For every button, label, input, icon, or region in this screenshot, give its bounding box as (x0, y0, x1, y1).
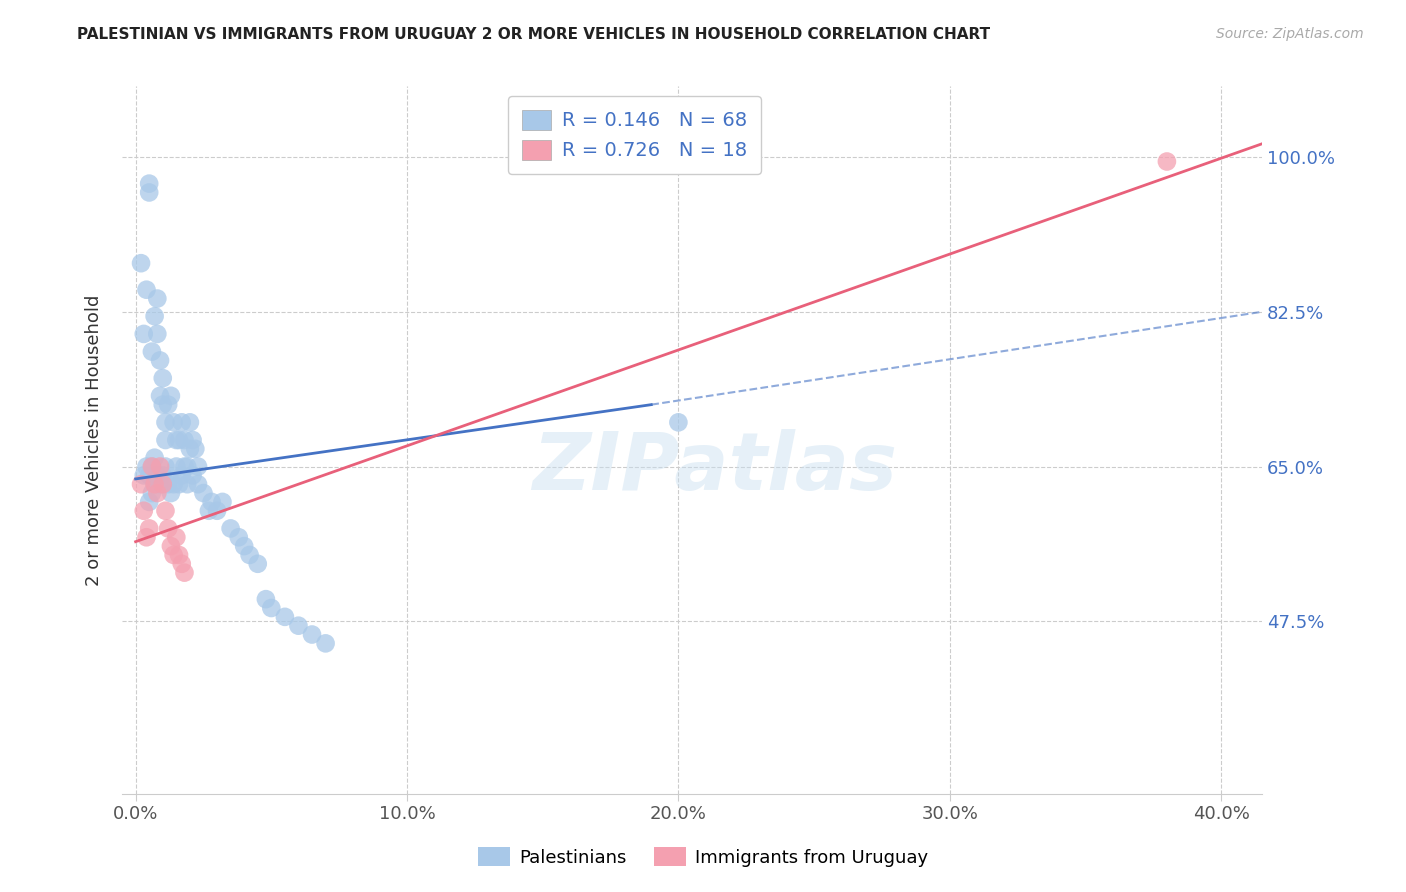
Point (162, 548, 184, 562)
Point (170, 468, 193, 483)
Point (141, 459, 163, 474)
Point (135, 283, 157, 297)
Point (132, 504, 155, 518)
Point (129, 477, 152, 491)
Point (211, 495, 233, 509)
Point (162, 477, 184, 491)
Point (157, 477, 180, 491)
Point (141, 459, 163, 474)
Point (160, 389, 183, 403)
Point (143, 310, 166, 324)
Point (138, 177, 160, 191)
Point (155, 459, 177, 474)
Point (152, 477, 174, 491)
Point (179, 415, 201, 429)
Y-axis label: 2 or more Vehicles in Household: 2 or more Vehicles in Household (86, 294, 103, 586)
Legend: R = 0.146   N = 68, R = 0.726   N = 18: R = 0.146 N = 68, R = 0.726 N = 18 (508, 96, 761, 174)
Point (146, 468, 169, 483)
Point (155, 504, 177, 518)
Point (167, 433, 190, 447)
Point (157, 398, 180, 412)
Point (181, 468, 204, 483)
Point (167, 548, 190, 562)
Point (146, 326, 169, 341)
Point (160, 539, 183, 553)
Point (138, 495, 160, 509)
Point (149, 459, 172, 474)
Point (132, 468, 155, 483)
Point (135, 459, 157, 474)
Point (138, 521, 160, 535)
Point (135, 530, 157, 544)
Point (143, 477, 166, 491)
Legend: Palestinians, Immigrants from Uruguay: Palestinians, Immigrants from Uruguay (471, 840, 935, 874)
Point (146, 468, 169, 483)
Point (155, 415, 177, 429)
Point (149, 389, 172, 403)
Point (143, 477, 166, 491)
Point (176, 477, 198, 491)
Point (141, 344, 163, 359)
Point (157, 521, 180, 535)
Text: Source: ZipAtlas.com: Source: ZipAtlas.com (1216, 27, 1364, 41)
Point (165, 433, 187, 447)
Point (129, 256, 152, 270)
Point (155, 433, 177, 447)
Point (165, 530, 187, 544)
Point (160, 486, 183, 500)
Point (260, 601, 283, 615)
Point (146, 292, 169, 306)
Point (187, 477, 209, 491)
Point (287, 618, 309, 632)
Point (184, 442, 207, 456)
Point (315, 636, 337, 650)
Point (152, 468, 174, 483)
Point (187, 459, 209, 474)
Point (301, 627, 323, 641)
Point (146, 486, 169, 500)
Point (170, 415, 193, 429)
Point (668, 415, 690, 429)
Point (141, 486, 163, 500)
Point (181, 433, 204, 447)
Point (193, 486, 215, 500)
Point (170, 557, 193, 571)
Point (138, 186, 160, 200)
Text: PALESTINIAN VS IMMIGRANTS FROM URUGUAY 2 OR MORE VEHICLES IN HOUSEHOLD CORRELATI: PALESTINIAN VS IMMIGRANTS FROM URUGUAY 2… (77, 27, 990, 42)
Point (162, 415, 184, 429)
Point (176, 459, 198, 474)
Point (228, 530, 250, 544)
Point (246, 557, 269, 571)
Point (274, 610, 297, 624)
Point (239, 548, 262, 562)
Point (219, 521, 242, 535)
Point (179, 442, 201, 456)
Text: ZIPatlas: ZIPatlas (533, 429, 897, 508)
Point (143, 450, 166, 465)
Point (1156, 154, 1178, 169)
Point (205, 504, 228, 518)
Point (198, 504, 221, 518)
Point (254, 592, 277, 607)
Point (201, 495, 224, 509)
Point (138, 468, 160, 483)
Point (132, 326, 155, 341)
Point (233, 539, 256, 553)
Point (165, 459, 187, 474)
Point (149, 353, 172, 368)
Point (167, 477, 190, 491)
Point (149, 477, 172, 491)
Point (173, 433, 195, 447)
Point (152, 371, 174, 385)
Point (173, 566, 195, 580)
Point (152, 398, 174, 412)
Point (173, 459, 195, 474)
